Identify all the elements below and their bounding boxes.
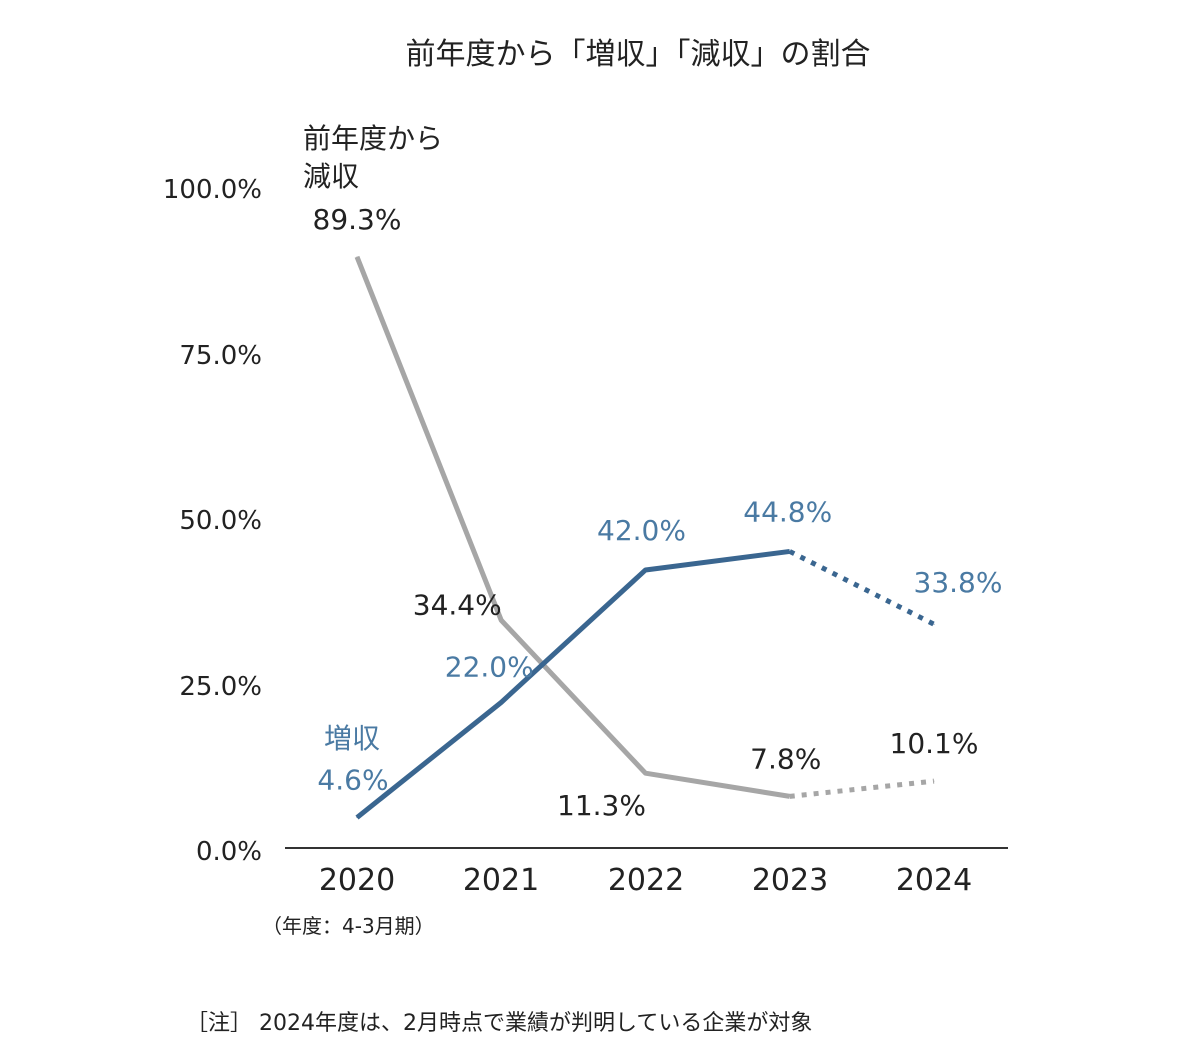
data-label-decrease: 89.3%	[313, 203, 402, 236]
data-point-increase	[645, 569, 646, 571]
series-layer	[354, 255, 936, 820]
series-name-decrease: 前年度から 減収	[303, 122, 443, 193]
data-point-increase	[789, 550, 791, 552]
footnote: ［注］ 2024年度は、2月時点で業績が判明している企業が対象	[186, 1011, 812, 1036]
data-label-increase: 33.8%	[914, 566, 1003, 599]
data-label-decrease: 34.4%	[413, 588, 502, 621]
x-tick-label: 2022	[608, 863, 684, 898]
data-point-increase	[500, 701, 502, 703]
y-tick-label: 75.0%	[179, 341, 262, 371]
data-point-increase	[356, 817, 358, 819]
y-tick-label: 50.0%	[179, 506, 262, 536]
x-axis-note: （年度：4-3月期）	[262, 914, 435, 938]
series-name-line: 減収	[303, 160, 359, 193]
x-tick-label: 2020	[319, 863, 395, 898]
series-name-increase: 増収	[324, 722, 380, 755]
data-label-layer: 89.3% 34.4% 11.3% 7.8% 10.1% 4.6% 22.0% 42.0% 44…	[313, 203, 1003, 822]
x-axis: 2020 2021 2022 2023 2024	[319, 863, 972, 898]
data-label-increase: 42.0%	[597, 514, 686, 547]
data-label-increase: 22.0%	[445, 650, 534, 683]
series-line-increase	[355, 548, 791, 820]
data-point-decrease	[356, 256, 358, 258]
data-point-decrease	[500, 619, 502, 621]
series-line-decrease-dotted	[789, 778, 935, 799]
data-point-increase	[933, 623, 935, 625]
data-point-decrease	[645, 772, 646, 774]
series-line-increase-dotted	[788, 549, 936, 627]
y-axis: 0.0% 25.0% 50.0% 75.0% 100.0%	[163, 175, 262, 867]
data-label-increase: 4.6%	[317, 764, 388, 797]
chart-title: 前年度から「増収」「減収」の割合	[406, 37, 871, 72]
data-label-decrease: 10.1%	[890, 727, 979, 760]
data-point-decrease	[933, 780, 935, 782]
data-label-decrease: 7.8%	[750, 742, 821, 775]
y-tick-label: 100.0%	[163, 175, 262, 205]
series-line-decrease	[354, 255, 791, 799]
x-tick-label: 2023	[752, 863, 828, 898]
data-label-decrease: 11.3%	[557, 789, 646, 822]
data-point-decrease	[789, 795, 791, 797]
x-tick-label: 2021	[463, 863, 539, 898]
data-label-increase: 44.8%	[743, 495, 832, 528]
y-tick-label: 0.0%	[196, 837, 262, 867]
x-tick-label: 2024	[896, 863, 972, 898]
y-tick-label: 25.0%	[179, 672, 262, 702]
series-name-line: 前年度から	[303, 122, 443, 155]
